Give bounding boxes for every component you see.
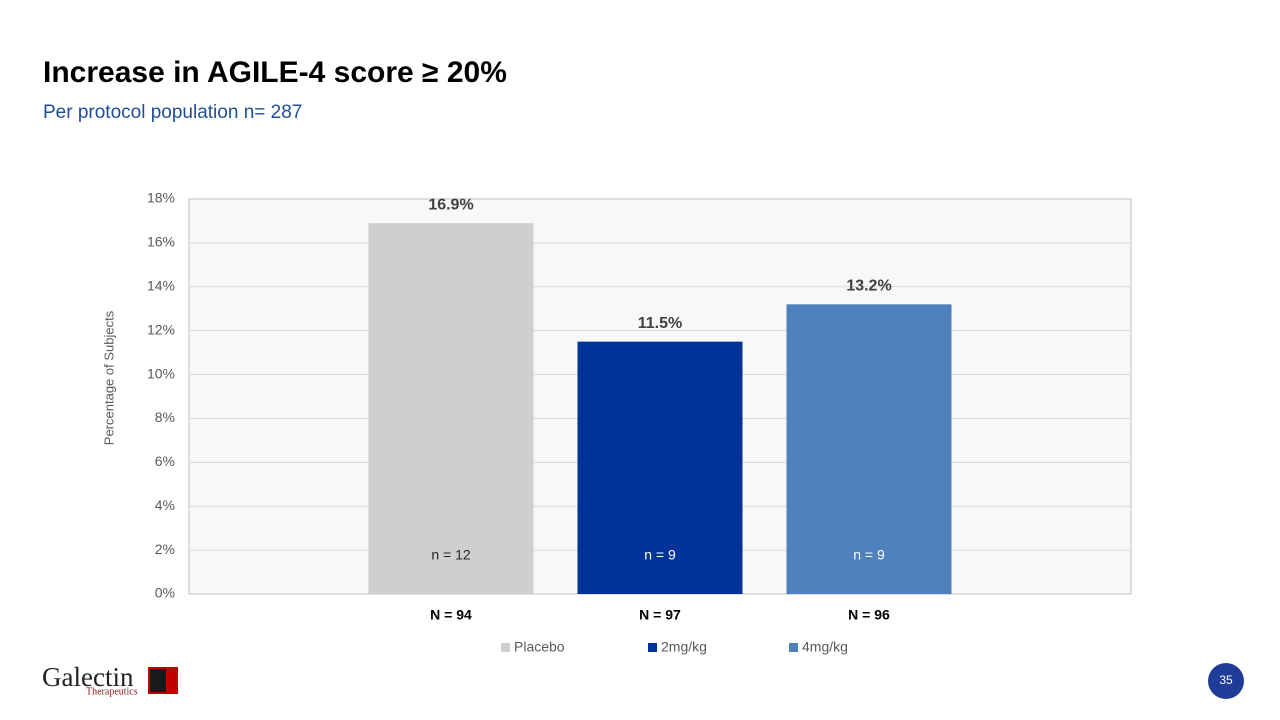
y-tick-label: 2% [155, 541, 175, 557]
bar [368, 223, 534, 594]
x-tick-label: N = 97 [639, 607, 681, 623]
slide-subtitle: Per protocol population n= 287 [43, 102, 302, 123]
y-tick-label: 0% [155, 585, 175, 601]
bar [577, 341, 743, 594]
x-tick-label: N = 96 [848, 607, 890, 623]
y-tick-label: 6% [155, 453, 175, 469]
y-tick-label: 12% [147, 321, 175, 337]
y-axis-label: Percentage of Subjects [101, 310, 116, 445]
legend-label: 4mg/kg [802, 639, 848, 655]
y-tick-label: 14% [147, 277, 175, 293]
page-number: 35 [1219, 673, 1233, 687]
logo-tagline: Therapeutics [86, 686, 138, 697]
legend-label: Placebo [514, 639, 565, 655]
legend-label: 2mg/kg [661, 639, 707, 655]
x-tick-label: N = 94 [430, 607, 472, 623]
bar-annotation: n = 12 [431, 547, 471, 563]
value-label: 16.9% [428, 196, 473, 213]
y-tick-label: 4% [155, 497, 175, 513]
y-tick-label: 16% [147, 234, 175, 250]
y-tick-label: 10% [147, 365, 175, 381]
legend-swatch [501, 643, 510, 652]
bar-annotation: n = 9 [644, 547, 676, 563]
page-badge [1208, 663, 1244, 699]
logo-name: Galectin [42, 662, 134, 692]
legend-swatch [789, 643, 798, 652]
y-tick-label: 18% [147, 190, 175, 206]
y-tick-label: 8% [155, 409, 175, 425]
slide-title: Increase in AGILE-4 score ≥ 20% [43, 56, 507, 89]
value-label: 13.2% [846, 278, 891, 295]
bar-annotation: n = 9 [853, 547, 885, 563]
bar [786, 304, 952, 594]
logo-mark [150, 669, 166, 692]
legend-swatch [648, 643, 657, 652]
value-label: 11.5% [638, 315, 682, 332]
